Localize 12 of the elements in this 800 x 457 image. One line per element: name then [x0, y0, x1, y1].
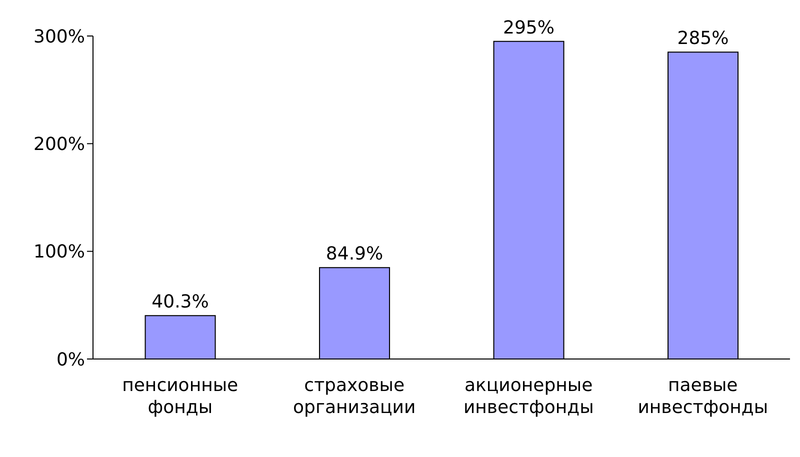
y-tick-label: 200% — [34, 134, 85, 156]
x-tick-label: пенсионные фонды — [122, 375, 238, 418]
y-tick-label: 0% — [56, 349, 85, 370]
data-label: 295% — [503, 17, 555, 38]
x-tick-label: паевые инвестфонды — [638, 375, 768, 418]
data-label: 84.9% — [326, 244, 384, 265]
x-tick-label: страховые организации — [293, 375, 416, 418]
y-tick-label: 300% — [34, 26, 85, 48]
y-tick-label: 100% — [34, 242, 85, 263]
x-tick-label: акционерные инвестфонды — [463, 375, 594, 418]
data-label: 285% — [677, 28, 729, 50]
data-label: 40.3% — [152, 292, 209, 313]
